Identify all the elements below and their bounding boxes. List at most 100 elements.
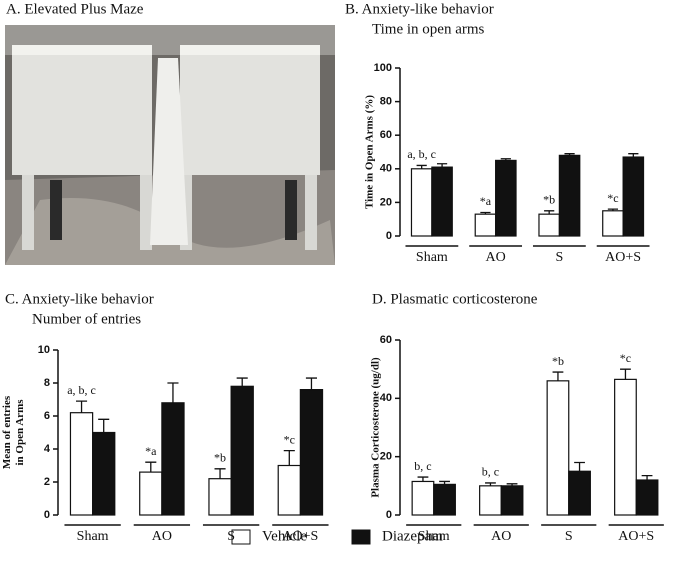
bar xyxy=(277,464,301,516)
bar xyxy=(568,470,591,516)
error-bar xyxy=(500,158,511,161)
y-tick-label: 100 xyxy=(374,62,392,74)
annotation: *c xyxy=(620,351,631,365)
annotation: a, b, c xyxy=(67,383,96,397)
x-tick-label: AO+S xyxy=(618,529,654,544)
bar xyxy=(230,385,254,516)
y-tick-label: 0 xyxy=(386,509,392,521)
y-tick-label: 4 xyxy=(44,443,51,455)
annotation: *a xyxy=(145,444,157,458)
x-tick-label: AO+S xyxy=(605,250,641,265)
y-axis-label: Plasma Corticosterone (ug/dl) xyxy=(370,357,382,498)
error-bar xyxy=(416,164,427,169)
error-bar xyxy=(167,382,179,403)
x-tick-label: AO xyxy=(152,529,172,544)
annotation: *c xyxy=(607,191,618,205)
legend-swatch xyxy=(351,529,371,545)
error-bar xyxy=(607,208,619,211)
bar xyxy=(208,478,232,516)
y-axis-label: Time in Open Arms (%) xyxy=(364,95,376,209)
annotation: *c xyxy=(284,432,295,446)
y-tick-label: 20 xyxy=(380,451,392,463)
error-bar xyxy=(506,483,518,486)
bar xyxy=(433,483,456,516)
error-bar xyxy=(283,450,295,466)
y-tick-label: 60 xyxy=(380,334,392,346)
annotation: *b xyxy=(552,354,564,368)
y-tick-label: 6 xyxy=(44,410,50,422)
bar xyxy=(546,380,570,516)
annotation: *a xyxy=(480,194,492,208)
y-tick-label: 80 xyxy=(380,96,392,108)
x-tick-label: AO xyxy=(491,529,511,544)
chart-subtitle: Time in open arms xyxy=(372,21,485,37)
error-bar xyxy=(641,474,653,480)
y-tick-label: 20 xyxy=(380,196,392,208)
error-bar xyxy=(628,153,639,158)
error-bar xyxy=(439,480,450,485)
x-tick-label: AO+S xyxy=(282,529,318,544)
bar xyxy=(500,485,524,516)
error-bar xyxy=(574,461,585,472)
bar xyxy=(411,480,435,516)
error-bar xyxy=(620,368,631,380)
error-bar xyxy=(480,211,491,215)
bar xyxy=(299,389,324,516)
panel-a-title: A. Elevated Plus Maze xyxy=(6,1,144,17)
x-tick-label: Sham xyxy=(416,250,448,265)
error-bar xyxy=(236,377,248,387)
error-bar xyxy=(564,153,575,156)
bar xyxy=(479,485,502,516)
x-tick-label: AO xyxy=(486,250,506,265)
error-bar xyxy=(145,461,157,473)
chart-title: C. Anxiety-like behavior xyxy=(5,291,154,307)
bar xyxy=(69,412,94,516)
bar xyxy=(431,166,453,237)
y-tick-label: 0 xyxy=(44,509,50,521)
y-tick-label: 10 xyxy=(38,344,50,356)
y-tick-label: 8 xyxy=(44,377,50,389)
error-bar xyxy=(544,210,555,215)
y-axis-label: in Open Arms xyxy=(14,399,26,466)
annotation: b, c xyxy=(414,459,431,473)
y-axis-label: Mean of entries xyxy=(1,395,13,469)
annotation: *b xyxy=(214,451,226,465)
y-tick-label: 40 xyxy=(380,163,392,175)
bar xyxy=(410,168,433,237)
chart-title: D. Plasmatic corticosterone xyxy=(372,291,538,307)
error-bar xyxy=(214,468,226,479)
error-bar xyxy=(305,377,317,390)
bar xyxy=(602,210,624,237)
bar xyxy=(635,479,659,516)
x-tick-label: Sham xyxy=(77,529,109,544)
annotation: b, c xyxy=(482,465,499,479)
bar xyxy=(474,213,497,237)
x-tick-label: S xyxy=(227,529,235,544)
bar xyxy=(139,471,163,516)
bar xyxy=(92,431,116,516)
error-bar xyxy=(76,400,88,413)
annotation: a, b, c xyxy=(407,147,436,161)
error-bar xyxy=(552,371,564,381)
annotation: *b xyxy=(543,193,555,207)
maze-photo xyxy=(5,25,335,265)
error-bar xyxy=(485,482,496,486)
legend-label: Diazepam xyxy=(382,528,443,544)
bar xyxy=(558,154,581,237)
legend-label: Vehicle xyxy=(262,528,307,544)
y-tick-label: 40 xyxy=(380,392,392,404)
bar xyxy=(614,378,637,516)
chart-subtitle: Number of entries xyxy=(32,311,141,327)
error-bar xyxy=(98,418,110,433)
legend-swatch xyxy=(231,529,251,545)
bar xyxy=(538,213,560,237)
error-bar xyxy=(417,476,429,482)
chart-title: B. Anxiety-like behavior xyxy=(345,1,494,17)
x-tick-label: S xyxy=(565,529,573,544)
bar xyxy=(161,402,185,516)
y-tick-label: 0 xyxy=(386,230,392,242)
y-tick-label: 60 xyxy=(380,129,392,141)
y-tick-label: 2 xyxy=(44,476,50,488)
